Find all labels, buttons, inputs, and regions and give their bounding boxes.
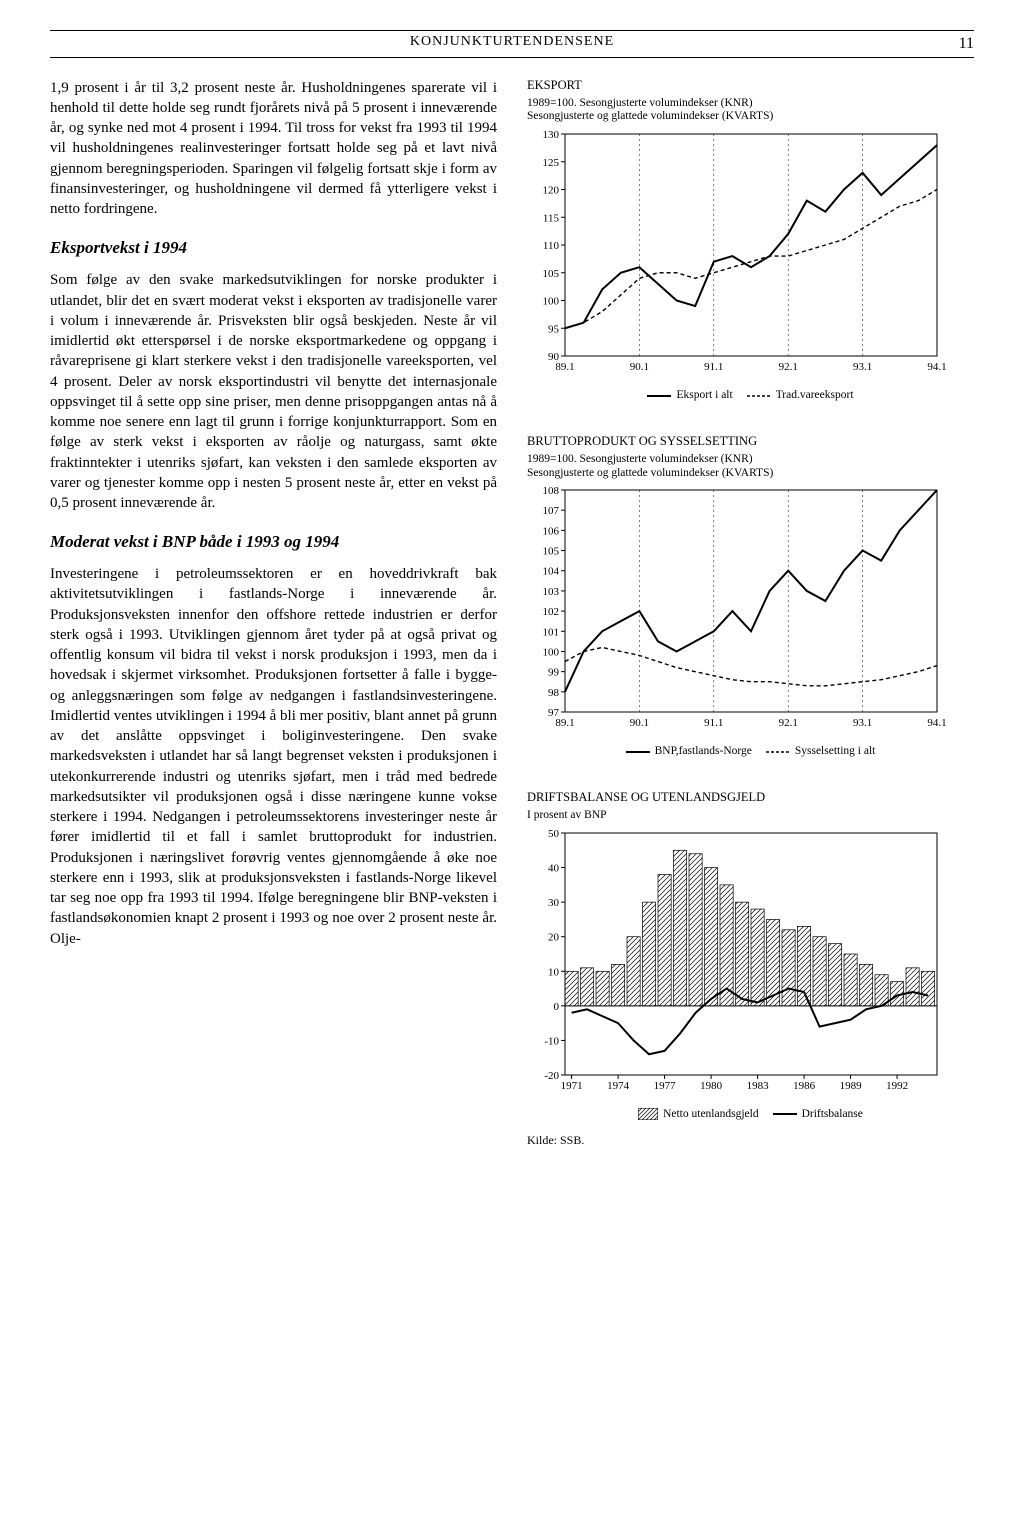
svg-text:130: 130	[543, 129, 560, 141]
svg-text:108: 108	[543, 485, 560, 497]
svg-text:92.1: 92.1	[779, 717, 798, 729]
chart-eksport: EKSPORT 1989=100. Sesongjusterte volumin…	[527, 78, 974, 404]
svg-text:1974: 1974	[607, 1080, 630, 1092]
svg-text:93.1: 93.1	[853, 361, 872, 373]
svg-text:0: 0	[554, 1000, 560, 1012]
svg-text:115: 115	[543, 212, 560, 224]
svg-text:-20: -20	[544, 1070, 559, 1082]
svg-text:110: 110	[543, 240, 560, 252]
chart3-legend-0: Netto utenlandsgjeld	[663, 1107, 759, 1123]
svg-text:98: 98	[548, 687, 560, 699]
chart2-svg: 97989910010110210310410510610710889.190.…	[527, 480, 947, 740]
svg-text:30: 30	[548, 897, 560, 909]
svg-text:102: 102	[543, 606, 560, 618]
chart1-legend-0: Eksport i alt	[676, 388, 732, 404]
svg-text:100: 100	[543, 647, 560, 659]
chart3-legend-1: Driftsbalanse	[802, 1107, 863, 1123]
chart3-legend: Netto utenlandsgjeld Driftsbalanse	[527, 1107, 974, 1123]
svg-text:103: 103	[543, 586, 560, 598]
svg-text:94.1: 94.1	[927, 361, 946, 373]
svg-text:-10: -10	[544, 1035, 559, 1047]
chart-bnp: BRUTTOPRODUKT OG SYSSELSETTING 1989=100.…	[527, 434, 974, 760]
chart2-legend: BNP,fastlands-Norge Sysselsetting i alt	[527, 744, 974, 760]
svg-text:90.1: 90.1	[630, 361, 649, 373]
svg-text:40: 40	[548, 862, 560, 874]
paragraph-3: Investeringene i petroleumssektoren er e…	[50, 564, 497, 949]
svg-text:1980: 1980	[700, 1080, 723, 1092]
paragraph-1: 1,9 prosent i år til 3,2 prosent neste å…	[50, 78, 497, 220]
svg-text:1986: 1986	[793, 1080, 816, 1092]
page-number: 11	[944, 33, 974, 55]
svg-text:1971: 1971	[561, 1080, 583, 1092]
page-header: KONJUNKTURTENDENSENE 11	[50, 30, 974, 58]
chart1-svg: 909510010511011512012513089.190.191.192.…	[527, 124, 947, 384]
svg-text:90.1: 90.1	[630, 717, 649, 729]
chart2-subtitle2: Sesongjusterte og glattede volumindekser…	[527, 467, 974, 481]
svg-text:100: 100	[543, 296, 560, 308]
svg-text:1983: 1983	[747, 1080, 770, 1092]
svg-text:95: 95	[548, 323, 560, 335]
svg-text:89.1: 89.1	[555, 361, 574, 373]
chart2-subtitle1: 1989=100. Sesongjusterte volumindekser (…	[527, 453, 974, 467]
chart1-subtitle1: 1989=100. Sesongjusterte volumindekser (…	[527, 97, 974, 111]
chart1-title: EKSPORT	[527, 78, 974, 93]
svg-text:10: 10	[548, 966, 560, 978]
chart1-legend: Eksport i alt Trad.vareeksport	[527, 388, 974, 404]
subheading-eksportvekst: Eksportvekst i 1994	[50, 237, 497, 260]
two-column-layout: 1,9 prosent i år til 3,2 prosent neste å…	[50, 78, 974, 1179]
chart1-legend-1: Trad.vareeksport	[776, 388, 854, 404]
svg-text:91.1: 91.1	[704, 717, 723, 729]
chart2-legend-0: BNP,fastlands-Norge	[655, 744, 752, 760]
svg-text:93.1: 93.1	[853, 717, 872, 729]
svg-text:106: 106	[543, 526, 560, 538]
svg-text:125: 125	[543, 157, 560, 169]
svg-text:120: 120	[543, 185, 560, 197]
right-column: EKSPORT 1989=100. Sesongjusterte volumin…	[527, 78, 974, 1179]
left-column: 1,9 prosent i år til 3,2 prosent neste å…	[50, 78, 497, 1179]
paragraph-2: Som følge av den svake markedsutviklinge…	[50, 270, 497, 513]
chart2-title: BRUTTOPRODUKT OG SYSSELSETTING	[527, 434, 974, 449]
subheading-bnp: Moderat vekst i BNP både i 1993 og 1994	[50, 531, 497, 554]
svg-text:94.1: 94.1	[927, 717, 946, 729]
svg-text:99: 99	[548, 667, 560, 679]
svg-text:1977: 1977	[654, 1080, 677, 1092]
svg-text:101: 101	[543, 627, 560, 639]
svg-text:107: 107	[543, 505, 560, 517]
svg-text:1989: 1989	[840, 1080, 863, 1092]
svg-text:89.1: 89.1	[555, 717, 574, 729]
chart2-legend-1: Sysselsetting i alt	[795, 744, 876, 760]
chart3-title: DRIFTSBALANSE OG UTENLANDSGJELD	[527, 790, 974, 805]
chart3-subtitle1: I prosent av BNP	[527, 809, 974, 823]
svg-text:91.1: 91.1	[704, 361, 723, 373]
svg-text:1992: 1992	[886, 1080, 908, 1092]
svg-text:104: 104	[543, 566, 560, 578]
svg-text:105: 105	[543, 268, 560, 280]
chart1-subtitle2: Sesongjusterte og glattede volumindekser…	[527, 110, 974, 124]
chart3-svg: -20 -10 0 10 20 30 40 50 1971 1974 1977 1980 1983 198…	[527, 823, 947, 1103]
svg-text:20: 20	[548, 931, 560, 943]
chart3-source: Kilde: SSB.	[527, 1132, 974, 1148]
svg-text:92.1: 92.1	[779, 361, 798, 373]
header-title: KONJUNKTURTENDENSENE	[80, 33, 944, 55]
svg-text:50: 50	[548, 828, 560, 840]
svg-text:105: 105	[543, 546, 560, 558]
chart-driftsbalanse: DRIFTSBALANSE OG UTENLANDSGJELD I prosen…	[527, 790, 974, 1149]
